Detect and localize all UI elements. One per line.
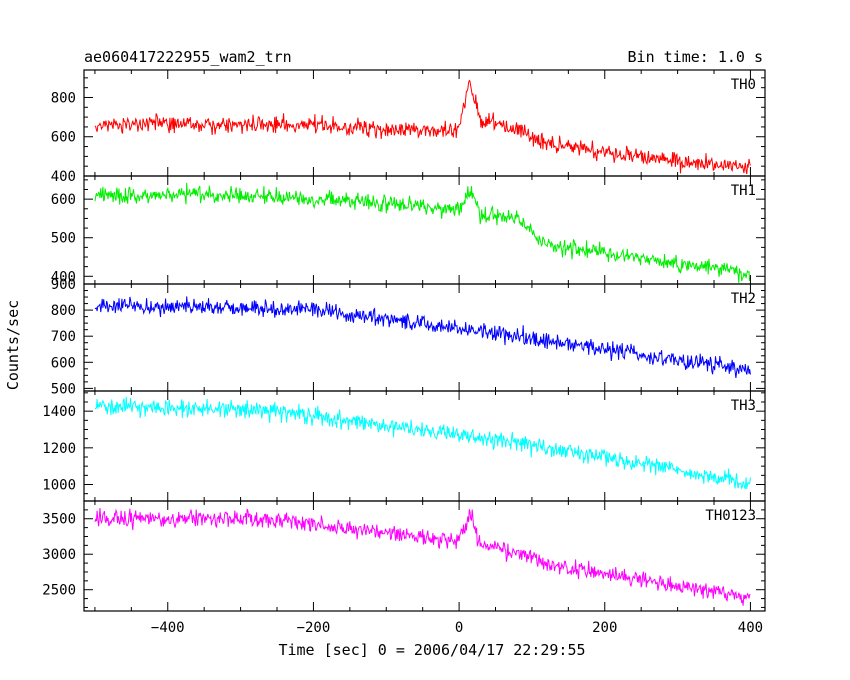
y-tick-label: 600	[51, 130, 76, 146]
x-axis: −400 −200 0 200 400	[151, 620, 763, 636]
y-tick-label: 600	[51, 192, 76, 208]
y-tick-label: 500	[51, 381, 76, 397]
panel-th3: 1000 1200 1400 TH3	[42, 390, 766, 502]
panel-label: TH3	[731, 398, 756, 414]
y-tick-label: 2500	[42, 583, 76, 599]
series-th2	[94, 296, 751, 379]
y-tick-label: 600	[51, 355, 76, 371]
panel-frame	[83, 390, 766, 502]
panel-th0123: 2500 3000 3500 TH0123	[42, 500, 766, 612]
x-tick-label: 200	[592, 620, 617, 636]
x-tick-label: −400	[151, 620, 185, 636]
chart-title: ae060417222955_wam2_trn	[84, 48, 292, 66]
y-tick-label: 3500	[42, 512, 76, 528]
y-tick-label: 3000	[42, 547, 76, 563]
panel-th0: 400 600 800 TH0	[51, 69, 766, 185]
y-tick-label: 400	[51, 269, 76, 285]
panel-label: TH0	[731, 77, 756, 93]
x-tick-label: −200	[297, 620, 331, 636]
series-th0123	[94, 507, 751, 606]
panel-th2: 500 600 700 800 900 TH2	[51, 277, 766, 397]
y-tick-label: 1000	[42, 478, 76, 494]
y-tick-label: 700	[51, 329, 76, 345]
y-axis-label: Counts/sec	[4, 300, 22, 390]
series-th0	[94, 79, 751, 175]
y-tick-label: 900	[51, 277, 76, 293]
y-tick-label: 400	[51, 169, 76, 185]
panel-label: TH2	[731, 291, 756, 307]
panel-label: TH0123	[705, 508, 756, 524]
panel-label: TH1	[731, 183, 756, 199]
series-th3	[94, 396, 751, 490]
panel-th1: 400 500 600 TH1	[51, 175, 766, 285]
y-tick-label: 1400	[42, 404, 76, 420]
y-tick-label: 800	[51, 90, 76, 106]
series-th1	[94, 182, 751, 283]
x-axis-label: Time [sec] 0 = 2006/04/17 22:29:55	[278, 641, 585, 659]
bin-time-label: Bin time: 1.0 s	[628, 48, 763, 66]
y-tick-label: 500	[51, 231, 76, 247]
x-tick-label: 400	[738, 620, 763, 636]
y-tick-label: 1200	[42, 441, 76, 457]
panel-frame	[83, 500, 766, 612]
y-tick-label: 800	[51, 303, 76, 319]
chart-panels: 400 600 800 TH0 400 500 600 TH1 500 600 700 800 900 T…	[42, 69, 766, 612]
x-tick-label: 0	[455, 620, 463, 636]
